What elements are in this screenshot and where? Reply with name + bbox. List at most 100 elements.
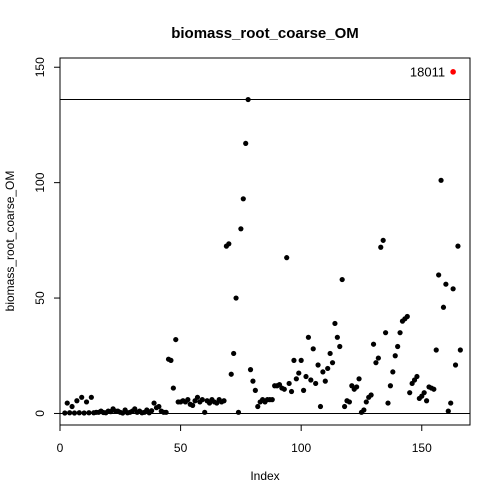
data-point xyxy=(81,410,87,416)
data-point xyxy=(387,383,394,389)
data-point xyxy=(313,380,319,387)
data-point xyxy=(284,255,290,261)
data-point xyxy=(452,362,459,368)
x-axis-label: Index xyxy=(250,469,279,483)
data-points xyxy=(62,96,463,416)
data-point xyxy=(380,237,386,243)
data-point xyxy=(286,380,292,387)
data-point xyxy=(440,304,447,310)
data-point xyxy=(231,350,237,357)
data-point xyxy=(151,400,157,406)
data-point xyxy=(325,365,331,372)
data-point xyxy=(76,410,82,416)
x-axis: 0 50 100 150 xyxy=(57,425,432,455)
data-point xyxy=(288,388,295,395)
y-tick-label: 100 xyxy=(33,172,47,192)
data-point xyxy=(149,408,155,414)
data-point xyxy=(64,400,70,406)
x-tick-label: 100 xyxy=(291,441,311,455)
data-point xyxy=(71,410,78,416)
data-point xyxy=(382,330,389,336)
data-point xyxy=(296,370,302,376)
data-point xyxy=(317,403,324,410)
highlight-point xyxy=(450,69,456,75)
data-point xyxy=(255,403,261,410)
data-point xyxy=(395,343,401,350)
data-point xyxy=(445,408,451,414)
x-tick-label: 150 xyxy=(412,441,432,455)
y-axis-label: biomass_root_coarse_OM xyxy=(3,171,17,312)
data-point xyxy=(346,399,353,405)
data-point xyxy=(455,243,461,249)
y-tick-label: 50 xyxy=(33,291,47,305)
data-point xyxy=(238,226,244,232)
data-point xyxy=(190,402,196,408)
data-point xyxy=(88,394,94,400)
data-point xyxy=(392,353,398,359)
data-point xyxy=(235,409,242,415)
data-point xyxy=(185,397,191,403)
data-point xyxy=(443,281,449,287)
data-point xyxy=(252,387,258,393)
data-point xyxy=(315,362,321,368)
data-point xyxy=(168,357,174,363)
data-point xyxy=(221,398,227,404)
data-point xyxy=(74,398,80,404)
data-point xyxy=(385,400,391,406)
data-point xyxy=(390,369,396,375)
data-point xyxy=(156,403,162,410)
data-point xyxy=(298,357,304,363)
data-point xyxy=(300,387,307,393)
data-point xyxy=(414,373,420,380)
data-point xyxy=(332,320,338,327)
reference-lines xyxy=(60,99,470,414)
data-point xyxy=(228,371,234,377)
data-point xyxy=(291,357,297,363)
data-point xyxy=(448,400,454,406)
data-point xyxy=(421,390,427,396)
data-point xyxy=(433,347,439,353)
data-point xyxy=(250,378,256,384)
data-point xyxy=(240,196,246,202)
data-point xyxy=(337,343,343,350)
data-point xyxy=(450,286,456,292)
data-point xyxy=(327,350,333,357)
data-point xyxy=(373,360,379,366)
data-point xyxy=(199,397,205,403)
data-point xyxy=(170,385,176,391)
data-point xyxy=(322,378,328,384)
data-point xyxy=(457,347,463,353)
data-point xyxy=(404,313,410,320)
data-point xyxy=(368,392,374,398)
data-point xyxy=(226,241,232,247)
data-point xyxy=(269,397,275,403)
data-point xyxy=(303,373,309,380)
y-axis: 0 50 100 150 xyxy=(33,57,60,417)
data-point xyxy=(423,398,430,404)
data-point xyxy=(370,341,377,347)
data-point xyxy=(320,369,326,375)
data-point xyxy=(83,399,90,405)
data-point xyxy=(86,410,92,416)
data-point xyxy=(247,367,254,373)
data-point xyxy=(361,407,367,413)
data-point xyxy=(397,330,403,336)
data-point xyxy=(407,390,413,396)
data-point xyxy=(281,386,287,392)
data-point xyxy=(310,346,316,352)
data-point xyxy=(436,272,442,278)
data-point xyxy=(293,376,299,382)
data-point xyxy=(438,177,444,183)
data-point xyxy=(339,276,345,283)
data-point xyxy=(334,334,340,340)
data-point xyxy=(163,409,169,415)
chart-title: biomass_root_coarse_OM xyxy=(171,25,359,42)
data-point xyxy=(79,394,85,400)
data-point xyxy=(354,384,360,390)
data-point xyxy=(62,410,68,416)
data-point xyxy=(67,410,73,416)
data-point xyxy=(243,140,249,147)
highlight-annotation: 18011 xyxy=(410,64,456,79)
y-tick-label: 0 xyxy=(33,410,47,417)
x-tick-label: 0 xyxy=(57,441,64,455)
